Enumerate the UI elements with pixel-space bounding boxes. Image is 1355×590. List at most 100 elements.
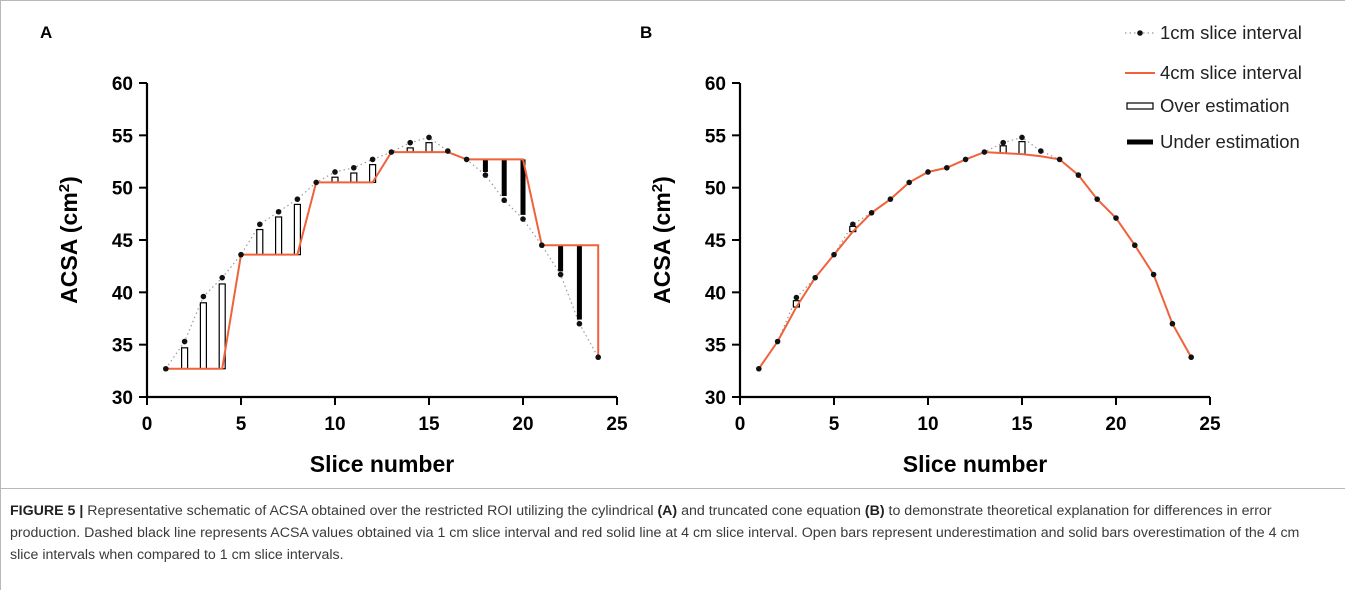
- data-point-1cm: [850, 221, 856, 228]
- caption-text-3: to demonstrate theoretical explanation f…: [10, 503, 1300, 563]
- under-estimation-bar: [558, 245, 564, 272]
- panel-a: A 30 35 40 45 50 55 60 0 5 10 15 20 25 Slice number ACS…: [40, 23, 628, 477]
- y-axis-title-main: ACSA (cm: [649, 192, 675, 304]
- y-tick-label: 60: [112, 74, 133, 95]
- y-tick-label: 40: [112, 283, 133, 304]
- y-tick-label: 50: [705, 179, 726, 200]
- over-estimation-bar: [1018, 141, 1026, 155]
- data-point-1cm: [501, 197, 508, 204]
- y-tick-label: 40: [705, 283, 726, 304]
- data-point-1cm: [831, 251, 837, 258]
- caption-ref-a: (A): [657, 503, 678, 519]
- data-point-1cm: [1169, 320, 1176, 327]
- caption-ref-b: (B): [864, 503, 885, 519]
- data-point-1cm: [163, 365, 169, 372]
- figure-caption: FIGURE 5 | Representative schematic of A…: [10, 500, 1330, 566]
- series-4cm-line: [165, 151, 600, 370]
- panel-letter-b: B: [640, 23, 652, 42]
- caption-label: FIGURE 5 |: [10, 503, 84, 519]
- data-point-1cm: [369, 156, 376, 163]
- data-point-1cm: [774, 338, 781, 345]
- data-point-1cm: [238, 251, 244, 258]
- data-point-1cm: [351, 164, 357, 171]
- legend-label: Over estimation: [1160, 95, 1290, 116]
- x-axis-title: Slice number: [310, 451, 454, 477]
- panel-letter-a: A: [40, 23, 52, 42]
- y-tick-label: 30: [112, 388, 133, 409]
- data-point-1cm: [294, 196, 301, 202]
- series-4cm-line: [757, 151, 1193, 370]
- data-point-1cm: [981, 149, 988, 155]
- data-point-1cm: [868, 209, 875, 216]
- y-tick-label: 45: [705, 231, 727, 252]
- legend-swatch-solid-bar: [1127, 139, 1153, 145]
- legend-label: Under estimation: [1160, 131, 1300, 152]
- legend-swatch-open-bar: [1126, 102, 1154, 110]
- data-point-1cm: [1150, 271, 1157, 278]
- data-point-1cm: [426, 134, 432, 141]
- x-tick-label: 10: [917, 414, 938, 435]
- data-point-1cm: [1094, 196, 1100, 202]
- legend-item: Over estimation: [1126, 95, 1290, 116]
- data-point-1cm: [962, 156, 969, 163]
- x-tick-label: 5: [236, 414, 247, 435]
- data-point-1cm: [595, 354, 601, 361]
- data-point-1cm: [520, 216, 526, 222]
- y-tick-label: 35: [112, 336, 134, 357]
- data-point-1cm: [219, 274, 225, 281]
- x-axis-title: Slice number: [903, 451, 1047, 477]
- data-point-1cm: [1188, 354, 1194, 361]
- legend-item: 1cm slice interval: [1125, 22, 1302, 43]
- data-point-1cm: [812, 274, 818, 281]
- y-axis-title-close: ): [56, 176, 82, 184]
- legend: 1cm slice interval 4cm slice interval Over…: [1125, 22, 1302, 152]
- y-tick-label: 60: [705, 74, 726, 95]
- data-point-1cm: [944, 164, 950, 171]
- legend-label: 1cm slice interval: [1160, 22, 1302, 43]
- data-point-1cm: [887, 196, 894, 202]
- data-point-1cm: [539, 242, 545, 249]
- data-point-1cm: [756, 365, 762, 372]
- under-estimation-bar: [576, 245, 582, 320]
- data-point-1cm: [275, 208, 282, 215]
- over-estimation-bar: [425, 142, 433, 153]
- data-point-1cm: [181, 338, 188, 345]
- over-estimation-bar: [275, 216, 283, 256]
- over-estimation-bar: [256, 228, 264, 256]
- data-point-1cm: [1038, 148, 1044, 154]
- y-axis-title-close: ): [649, 176, 675, 184]
- y-axis-title-superscript: 2: [649, 184, 666, 192]
- under-estimation-bar: [482, 159, 488, 172]
- data-point-1cm: [463, 156, 470, 163]
- x-tick-label: 25: [606, 414, 628, 435]
- data-point-1cm: [257, 221, 263, 228]
- under-estimation-bar: [520, 159, 526, 215]
- series-1cm-line: [165, 136, 599, 370]
- data-point-1cm: [1056, 156, 1063, 163]
- data-point-1cm: [576, 320, 583, 327]
- series-1cm-line: [758, 136, 1192, 370]
- data-point-1cm: [200, 293, 207, 300]
- legend-swatch-dot: [1137, 30, 1143, 36]
- frame-left-border: [0, 0, 1, 590]
- data-point-1cm: [925, 169, 931, 175]
- over-estimation-bar: [181, 347, 189, 370]
- x-tick-label: 15: [1011, 414, 1033, 435]
- data-point-1cm: [906, 179, 912, 186]
- x-tick-label: 10: [324, 414, 345, 435]
- data-point-1cm: [1019, 134, 1025, 141]
- under-estimation-bar: [501, 159, 507, 197]
- y-axis-title: ACSA (cm2): [56, 176, 83, 304]
- frame-divider: [0, 488, 1345, 489]
- y-tick-label: 45: [112, 231, 134, 252]
- data-point-1cm: [445, 148, 451, 154]
- x-tick-label: 0: [735, 414, 746, 435]
- legend-label: 4cm slice interval: [1160, 62, 1302, 83]
- data-point-1cm: [482, 172, 489, 178]
- data-point-1cm: [407, 139, 414, 146]
- data-point-1cm: [313, 179, 320, 186]
- data-point-1cm: [1000, 139, 1006, 146]
- y-tick-label: 30: [705, 388, 726, 409]
- over-estimation-bar: [199, 302, 207, 370]
- data-point-1cm: [388, 149, 395, 155]
